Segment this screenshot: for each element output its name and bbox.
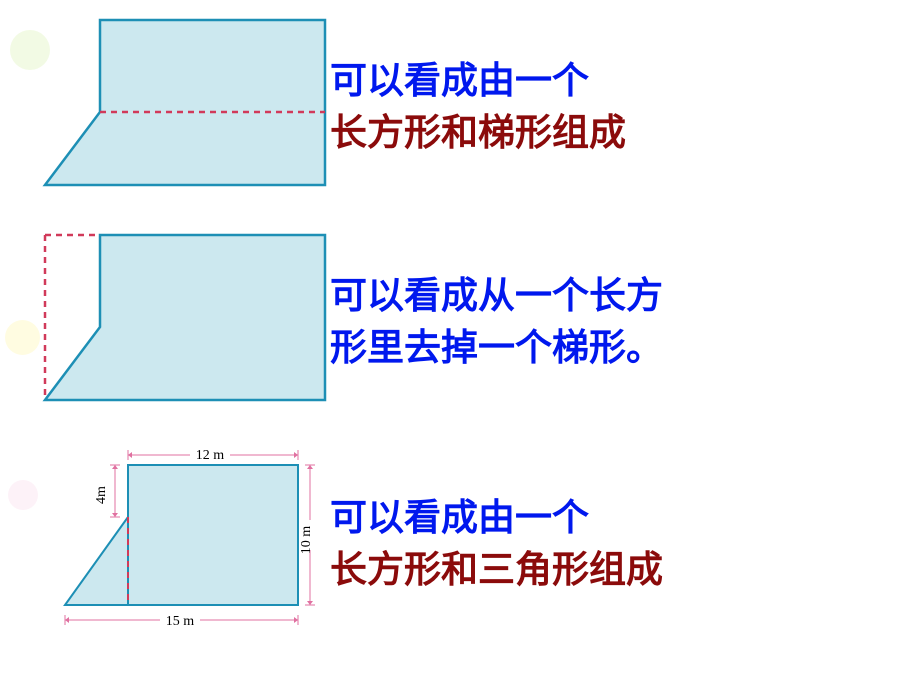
row2-text2: 形里去掉一个梯形。 — [330, 323, 900, 375]
row3-text2: 长方形和三角形组成 — [330, 545, 900, 597]
shape-3-rect — [128, 465, 298, 605]
row3-text1: 可以看成由一个 — [330, 493, 900, 545]
row1-text1: 可以看成由一个 — [330, 56, 900, 108]
dim-top-label: 12 m — [196, 448, 225, 463]
shape-1-polygon — [45, 20, 325, 185]
row2-text1: 可以看成从一个长方 — [330, 271, 900, 323]
row1-text2: 长方形和梯形组成 — [330, 108, 900, 160]
shape-3-container: 12 m 4m 10 m 15 m — [20, 435, 320, 655]
bg-dot-3 — [8, 480, 38, 510]
bg-dot-1 — [5, 320, 40, 355]
shape-2-container — [20, 220, 320, 425]
text-2-container: 可以看成从一个长方 形里去掉一个梯形。 — [320, 271, 900, 375]
shape-2-svg — [20, 220, 340, 420]
shape-3-svg: 12 m 4m 10 m 15 m — [20, 435, 340, 650]
bg-dot-2 — [10, 30, 50, 70]
dim-left-label: 4m — [94, 486, 109, 504]
row-1: 可以看成由一个 长方形和梯形组成 — [0, 0, 920, 215]
row-3: 12 m 4m 10 m 15 m — [0, 430, 920, 660]
shape-1-svg — [20, 5, 340, 205]
shape-1-container — [20, 5, 320, 210]
text-1-container: 可以看成由一个 长方形和梯形组成 — [320, 56, 900, 160]
dim-right-label: 10 m — [299, 526, 314, 555]
text-3-container: 可以看成由一个 长方形和三角形组成 — [320, 493, 900, 597]
dim-bottom-label: 15 m — [166, 614, 195, 629]
shape-3-triangle — [65, 517, 128, 605]
shape-2-polygon — [45, 235, 325, 400]
row-2: 可以看成从一个长方 形里去掉一个梯形。 — [0, 215, 920, 430]
